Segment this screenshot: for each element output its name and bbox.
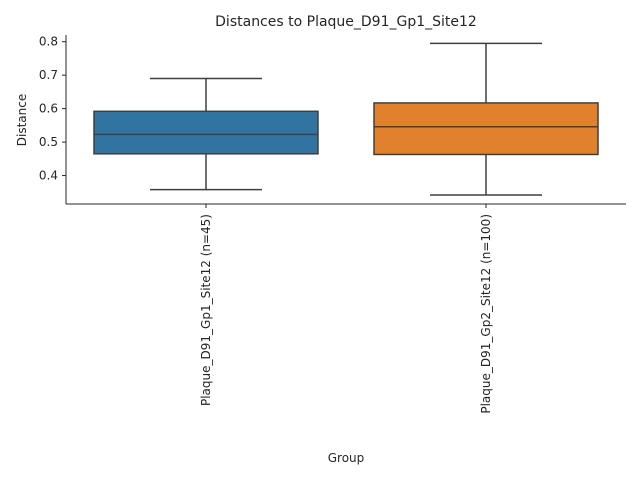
y-ticks: 0.4 0.5 0.6 0.7 0.8: [39, 35, 66, 183]
y-tick-label: 0.8: [39, 35, 58, 49]
chart-title: Distances to Plaque_D91_Gp1_Site12: [215, 14, 477, 30]
x-axis-label: Group: [328, 451, 365, 465]
plot-area: 0.4 0.5 0.6 0.7 0.8 Plaque_D91_Gp1_Site12 (n…: [39, 35, 626, 414]
y-tick-label: 0.5: [39, 135, 58, 149]
x-ticks: Plaque_D91_Gp1_Site12 (n=45) Plaque_D91_G…: [199, 204, 493, 414]
iqr-box: [373, 102, 599, 156]
y-tick-label: 0.6: [39, 102, 58, 116]
y-axis-label: Distance: [15, 94, 29, 146]
box-group: [373, 42, 599, 196]
y-tick-label: 0.7: [39, 68, 58, 82]
box-group: [93, 77, 319, 191]
iqr-box: [93, 110, 319, 155]
boxes: [93, 42, 599, 196]
x-tick-label: Plaque_D91_Gp2_Site12 (n=100): [479, 214, 493, 414]
y-tick-label: 0.4: [39, 169, 58, 183]
x-tick-label: Plaque_D91_Gp1_Site12 (n=45): [199, 214, 213, 406]
